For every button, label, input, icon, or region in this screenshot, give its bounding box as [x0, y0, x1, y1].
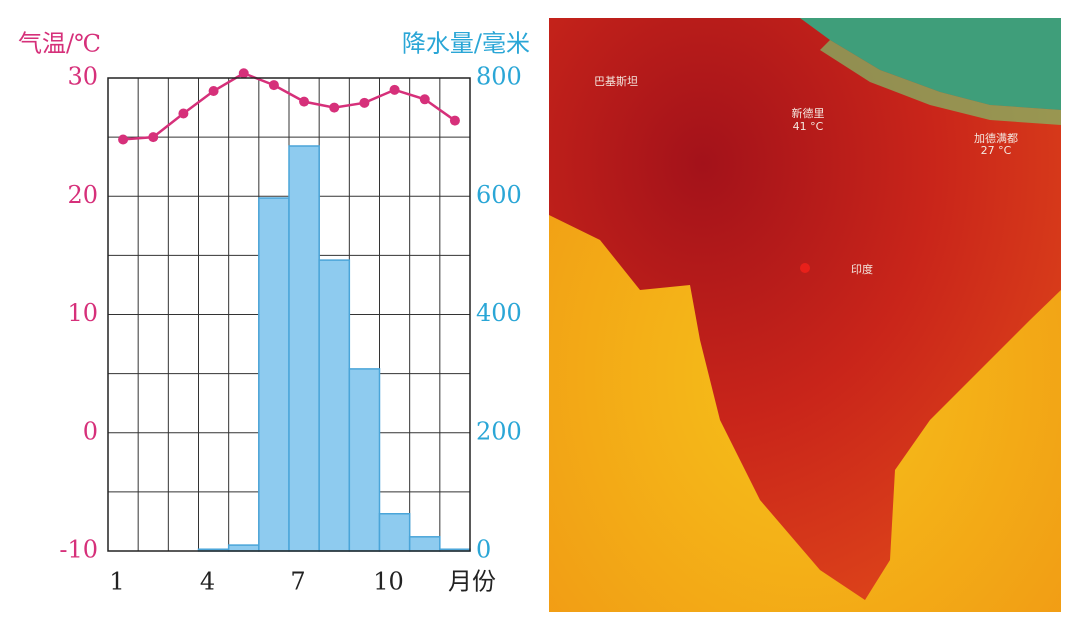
point [299, 96, 310, 107]
y-tick-label: 10 [67, 299, 98, 327]
chart: 气温/℃ 降水量/毫米 月份 -10 0 10 20 30 0 200 400 600 800 1 4… [18, 30, 530, 596]
y-tick-label: 20 [67, 181, 98, 209]
point [449, 115, 460, 126]
bar [258, 197, 290, 552]
map-label: 41 °C [793, 120, 824, 133]
y-tick-label: 30 [67, 63, 98, 91]
map-mountains [800, 18, 1061, 110]
y2-tick-label: 200 [476, 417, 522, 445]
map-marker [800, 263, 810, 273]
bar [288, 145, 320, 552]
x-axis-title: 月份 [448, 568, 496, 596]
bar [318, 259, 351, 552]
point [118, 134, 129, 145]
map-label: 巴基斯坦 [594, 74, 638, 88]
point [268, 80, 279, 91]
y2-tick-label: 400 [476, 299, 522, 327]
x-tick-label: 10 [373, 568, 404, 596]
map-label: 印度 [851, 262, 873, 276]
point [419, 94, 430, 105]
map-label: 加德满都 [974, 131, 1018, 145]
y-tick-label: -10 [59, 536, 98, 564]
point [359, 97, 370, 108]
bar [348, 368, 381, 552]
point [148, 132, 159, 143]
plot-frame [107, 77, 471, 552]
map-label: 27 °C [981, 144, 1012, 157]
map-label: 新德里 [792, 106, 825, 120]
y-tick-label: 0 [83, 417, 98, 445]
y2-axis-title: 降水量/毫米 [402, 30, 530, 58]
point [329, 102, 340, 113]
x-tick-label: 7 [290, 568, 305, 596]
point [208, 86, 219, 97]
bar [408, 536, 441, 552]
y2-tick-label: 600 [476, 181, 522, 209]
x-tick-label: 4 [200, 568, 215, 596]
y2-tick-label: 0 [476, 536, 491, 564]
point [238, 68, 249, 79]
point [178, 108, 189, 119]
y-axis-title: 气温/℃ [18, 30, 101, 58]
x-tick-label: 1 [109, 568, 124, 596]
line [122, 71, 456, 141]
bar [378, 513, 411, 552]
bar [227, 544, 260, 552]
map: 巴基斯坦 新德里 41 °C 加德满都 27 °C 印度 [549, 18, 1061, 612]
point [389, 84, 400, 95]
y2-tick-label: 800 [476, 63, 522, 91]
map-land [549, 18, 1061, 600]
map-foothills [820, 40, 1061, 125]
